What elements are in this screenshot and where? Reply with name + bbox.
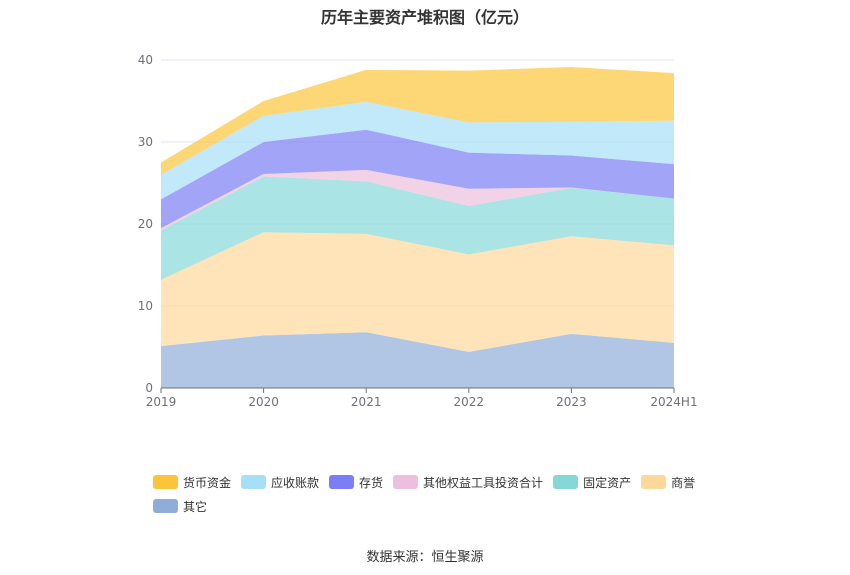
legend-item[interactable]: 固定资产 — [553, 473, 631, 491]
legend-swatch — [241, 475, 267, 489]
y-tick-label: 0 — [145, 381, 153, 395]
legend-item[interactable]: 其他权益工具投资合计 — [393, 473, 543, 491]
legend-label: 应收账款 — [271, 475, 320, 490]
legend-item[interactable]: 应收账款 — [241, 473, 319, 491]
legend-swatch — [153, 499, 178, 513]
x-tick-label: 2021 — [351, 395, 382, 409]
legend-swatch — [393, 475, 419, 489]
legend-item[interactable]: 货币资金 — [153, 473, 231, 491]
y-tick-label: 10 — [138, 299, 153, 313]
legend-label: 存货 — [359, 475, 384, 490]
x-tick-label: 2022 — [454, 395, 485, 409]
legend-label: 货币资金 — [183, 475, 232, 490]
legend-label: 固定资产 — [583, 475, 632, 490]
legend-swatch — [329, 475, 355, 489]
area-货币资金 — [161, 66, 674, 175]
chart-title: 历年主要资产堆积图（亿元） — [320, 8, 529, 27]
legend-swatch — [553, 475, 579, 489]
area-应收账款 — [161, 101, 674, 200]
x-tick-label: 2023 — [556, 395, 587, 409]
area-固定资产 — [161, 176, 674, 280]
legend-label: 商誉 — [671, 475, 696, 490]
legend-item[interactable]: 商誉 — [641, 473, 695, 491]
legend-swatch — [153, 475, 178, 489]
x-tick-label: 2019 — [146, 395, 177, 409]
area-其他权益工具投资合计 — [161, 169, 674, 231]
area-其它 — [161, 332, 674, 388]
x-tick-label: 2020 — [248, 395, 279, 409]
x-tick-label: 2024H1 — [650, 395, 697, 409]
legend-label: 其他权益工具投资合计 — [423, 475, 544, 490]
legend-item[interactable]: 存货 — [329, 473, 383, 491]
area-存货 — [161, 129, 674, 229]
legend-item[interactable]: 其它 — [153, 497, 207, 515]
legend: 货币资金 应收账款 存货 其他权益工具投资合计 固定资产 商誉其它 — [153, 473, 713, 515]
y-tick-label: 30 — [138, 135, 153, 149]
area-商誉 — [161, 232, 674, 352]
y-tick-label: 20 — [138, 217, 153, 231]
data-source: 数据来源：恒生聚源 — [366, 550, 484, 565]
y-tick-label: 40 — [138, 53, 153, 67]
legend-swatch — [641, 475, 667, 489]
legend-label: 其它 — [183, 499, 208, 514]
